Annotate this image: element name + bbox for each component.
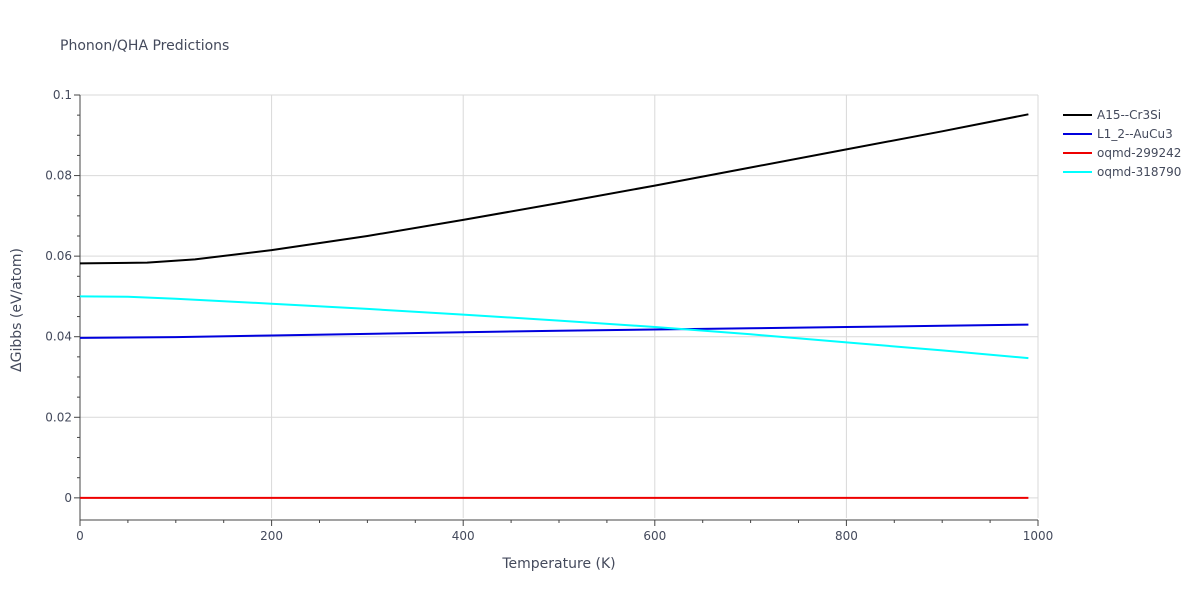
axes: 0 200 400 600 800 1000 0 0.02 0.04 0.06 0.08 0.1 [45,88,1053,543]
y-tick-label: 0.08 [45,169,72,183]
legend-label[interactable]: oqmd-318790 [1097,165,1181,179]
x-axis-title: Temperature (K) [501,556,615,572]
y-tick-label: 0.04 [45,330,72,344]
x-tick-label: 200 [260,529,283,543]
legend-label[interactable]: A15--Cr3Si [1097,108,1161,122]
chart-title: Phonon/QHA Predictions [60,38,229,54]
x-tick-label: 800 [835,529,858,543]
y-axis-title: ΔGibbs (eV/atom) [9,248,25,372]
legend-label[interactable]: oqmd-299242 [1097,146,1181,160]
y-tick-label: 0.02 [45,410,72,424]
legend: A15--Cr3Si L1_2--AuCu3 oqmd-299242 oqmd-318… [1063,108,1181,179]
series-line-1 [79,323,1029,339]
y-tick-label: 0.06 [45,249,72,263]
series-line-3 [79,295,1029,360]
series-line-0 [79,113,1029,265]
x-tick-label: 600 [643,529,666,543]
legend-label[interactable]: L1_2--AuCu3 [1097,127,1173,141]
y-tick-label: 0 [64,491,72,505]
x-tick-label: 400 [452,529,475,543]
x-tick-label: 1000 [1023,529,1054,543]
series-group [79,113,1029,499]
y-tick-label: 0.1 [53,88,72,102]
x-tick-label: 0 [76,529,84,543]
